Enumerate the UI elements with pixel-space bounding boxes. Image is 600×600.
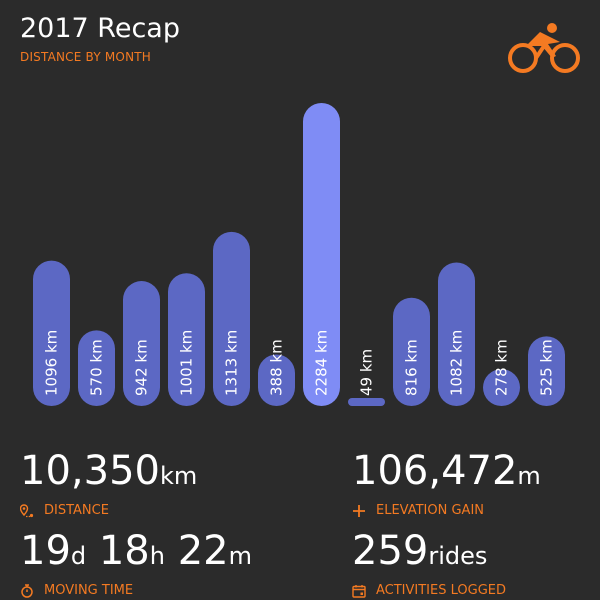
stat-elevation-label: ELEVATION GAIN [376,503,485,518]
chart-subtitle: DISTANCE BY MONTH [20,50,152,64]
bar-month-2 [78,330,115,406]
bar-label-month-1: 1096 km [43,330,61,396]
bar-month-7 [303,103,340,406]
bar-label-month-9: 816 km [403,339,421,396]
bar-label-month-6: 388 km [268,339,286,396]
stat-activities-unit: rides [428,542,488,570]
bar-label-month-4: 1001 km [178,330,196,396]
bar-label-month-7: 2284 km [313,330,331,396]
bar-month-9 [393,297,430,406]
stopwatch-icon [21,584,33,598]
stat-activities: 259rides ACTIVITIES LOGGED [352,528,506,599]
bar-month-12 [528,336,565,406]
plus-icon [353,505,365,517]
distance-bar-chart: 1096 km 570 km 942 km 1001 km 1313 km 388 km 2… [33,103,565,406]
stat-distance-label: DISTANCE [44,503,109,518]
stat-moving-time-label: MOVING TIME [44,583,134,598]
bar-month-8 [348,398,385,406]
stat-moving-time-value: 19d 18h 22m [20,528,252,574]
bar-label-month-10: 1082 km [448,330,466,396]
cyclist-logo-icon [508,23,580,73]
bar-month-10 [438,262,475,406]
stat-distance-unit: km [159,462,198,490]
bar-label-month-11: 278 km [493,339,511,396]
bar-label-month-8: 49 km [358,349,376,396]
map-pin-icon [20,504,34,518]
stat-elevation: 106,472m ELEVATION GAIN [352,448,541,519]
bar-month-11 [483,369,520,406]
bar-label-month-5: 1313 km [223,330,241,396]
bar-month-3 [123,281,160,406]
bar-month-1 [33,260,70,406]
bar-label-month-3: 942 km [133,339,151,396]
stat-activities-value: 259rides [352,528,488,574]
bar-month-4 [168,273,205,406]
stat-moving-time: 19d 18h 22m MOVING TIME [20,528,252,599]
stat-elevation-unit: m [517,462,541,490]
stat-distance: 10,350km DISTANCE [20,448,197,519]
page-title: 2017 Recap [20,13,180,44]
bar-month-6 [258,354,295,406]
bar-month-5 [213,231,250,406]
bar-label-month-12: 525 km [538,339,556,396]
calendar-icon [352,585,366,598]
stat-activities-label: ACTIVITIES LOGGED [376,583,506,598]
bar-label-month-2: 570 km [88,339,106,396]
stat-distance-value: 10,350km [20,448,198,494]
stat-elevation-value: 106,472m [352,448,541,494]
